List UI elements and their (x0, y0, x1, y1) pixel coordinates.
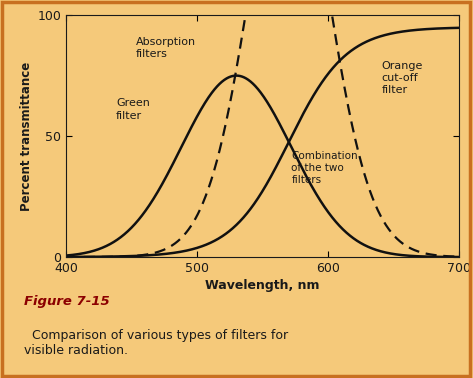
Text: Figure 7-15: Figure 7-15 (24, 295, 109, 308)
Text: Comparison of various types of filters for
visible radiation.: Comparison of various types of filters f… (24, 329, 288, 357)
Y-axis label: Percent transmittance: Percent transmittance (20, 62, 33, 211)
Text: Orange
cut-off
filter: Orange cut-off filter (382, 60, 423, 95)
Text: Absorption
filters: Absorption filters (136, 37, 196, 59)
X-axis label: Wavelength, nm: Wavelength, nm (205, 279, 320, 292)
Text: Combination
of the two
filters: Combination of the two filters (291, 150, 358, 185)
Text: Green
filter: Green filter (116, 98, 150, 121)
